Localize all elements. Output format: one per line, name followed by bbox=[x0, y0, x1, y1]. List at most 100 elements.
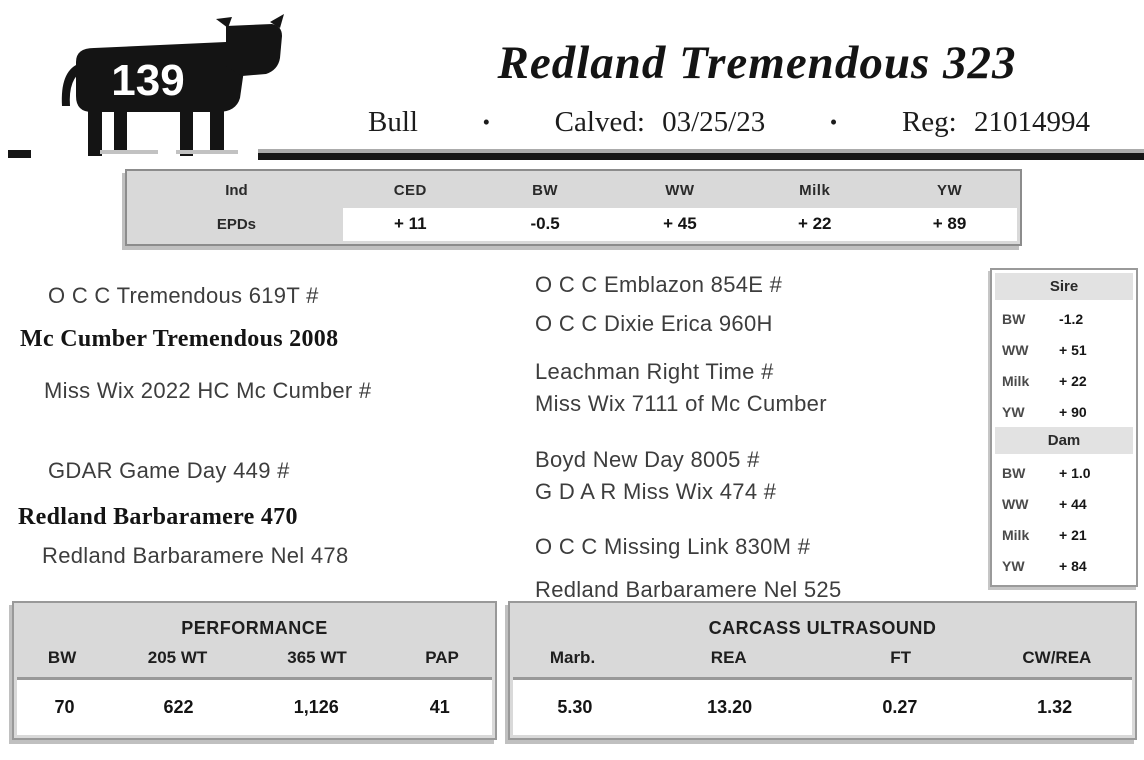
calved-date: 03/25/23 bbox=[662, 106, 766, 138]
bullet-separator: • bbox=[482, 110, 490, 134]
epd-label: WW bbox=[1002, 341, 1029, 358]
pedigree-line: O C C Tremendous 619T # bbox=[48, 283, 319, 308]
bull-horn bbox=[270, 14, 284, 28]
ground-shadow bbox=[176, 150, 238, 154]
epd-col-ww: WW bbox=[665, 182, 695, 200]
epd-label: Milk bbox=[1002, 526, 1030, 543]
pedigree-line: G D A R Miss Wix 474 # bbox=[535, 479, 777, 504]
dam-epd-row: BW + 1.0 bbox=[995, 457, 1133, 488]
col-cwrea: CW/REA bbox=[1022, 648, 1092, 667]
pedigree-line: Miss Wix 7111 of Mc Cumber bbox=[535, 391, 827, 416]
header-rule bbox=[258, 149, 1144, 160]
value-ft: 0.27 bbox=[882, 697, 918, 717]
carcass-values-row: 5.30 13.20 0.27 1.32 bbox=[513, 677, 1132, 735]
performance-header-row: BW 205 WT 365 WT PAP bbox=[14, 639, 495, 677]
animal-subline: Bull • Calved: 03/25/23 • Reg: 21014994 bbox=[368, 106, 1090, 139]
value-marb: 5.30 bbox=[557, 697, 593, 717]
pedigree-line-dam: Redland Barbaramere 470 bbox=[18, 504, 298, 530]
epd-label: WW bbox=[1002, 495, 1029, 512]
value-rea: 13.20 bbox=[707, 697, 753, 717]
epd-col-ind: Ind bbox=[225, 182, 248, 200]
epd-col-yw: YW bbox=[936, 182, 963, 200]
carcass-title: CARCASS ULTRASOUND bbox=[708, 618, 937, 638]
dam-epd-row: WW + 44 bbox=[995, 488, 1133, 519]
bull-silhouette-icon: 139 bbox=[30, 10, 295, 160]
carcass-header-row: Marb. REA FT CW/REA bbox=[510, 639, 1135, 677]
reg-number: 21014994 bbox=[973, 106, 1090, 138]
value-205wt: 622 bbox=[163, 697, 194, 717]
col-bw: BW bbox=[47, 648, 77, 667]
sire-epd-row: Milk + 22 bbox=[995, 365, 1133, 396]
pedigree-line: GDAR Game Day 449 # bbox=[48, 458, 290, 483]
dam-section-header: Dam bbox=[995, 427, 1133, 454]
epd-value: + 1.0 bbox=[1059, 464, 1091, 481]
performance-values-row: 70 622 1,126 41 bbox=[17, 677, 492, 735]
bull-ear bbox=[216, 17, 232, 28]
pedigree-line: Boyd New Day 8005 # bbox=[535, 447, 760, 472]
pedigree-line: O C C Emblazon 854E # bbox=[535, 272, 783, 297]
col-205wt: 205 WT bbox=[147, 648, 208, 667]
col-rea: REA bbox=[710, 648, 747, 667]
bullet-separator: • bbox=[829, 110, 838, 134]
epd-value-bw: -0.5 bbox=[530, 214, 560, 234]
epd-label: YW bbox=[1002, 557, 1025, 574]
sire-epd-row: BW -1.2 bbox=[995, 303, 1133, 334]
left-dash bbox=[8, 150, 31, 158]
calved-label: Calved: bbox=[554, 106, 645, 138]
epd-value: + 21 bbox=[1059, 526, 1087, 543]
sire-epd-row: WW + 51 bbox=[995, 334, 1133, 365]
epd-value: -1.2 bbox=[1059, 310, 1084, 327]
bull-head bbox=[226, 24, 282, 76]
epd-col-milk: Milk bbox=[799, 182, 831, 200]
epd-values-row: EPDs + 11 -0.5 + 45 + 22 + 89 bbox=[130, 207, 1017, 241]
performance-title: PERFORMANCE bbox=[181, 618, 328, 638]
value-pap: 41 bbox=[429, 697, 450, 717]
bull-body bbox=[76, 42, 245, 112]
epd-row-label: EPDs bbox=[130, 207, 343, 241]
col-pap: PAP bbox=[425, 648, 459, 667]
bull-tail bbox=[61, 64, 84, 106]
sire-epd-row: YW + 90 bbox=[995, 396, 1133, 427]
epd-value: + 84 bbox=[1059, 557, 1087, 574]
sire-dam-epd-box: Sire BW -1.2 WW + 51 Milk + 22 YW + 90 D… bbox=[990, 268, 1138, 587]
epd-value-ww: + 45 bbox=[663, 214, 697, 234]
pedigree-line: O C C Dixie Erica 960H bbox=[535, 311, 773, 336]
calved-pair: Calved: 03/25/23 bbox=[555, 106, 766, 139]
epd-header-row: Ind CED BW WW Milk YW bbox=[130, 174, 1017, 208]
reg-label: Reg: bbox=[901, 106, 957, 138]
epd-value: + 51 bbox=[1059, 341, 1087, 358]
epd-value-yw: + 89 bbox=[932, 214, 967, 234]
epd-table: Ind CED BW WW Milk YW EPDs + 11 -0.5 + 4… bbox=[125, 169, 1022, 246]
ground-shadow bbox=[100, 150, 158, 154]
col-marb: Marb. bbox=[549, 648, 596, 667]
epd-label: BW bbox=[1002, 310, 1026, 327]
animal-title: Redland Tremendous 323 bbox=[497, 37, 1017, 89]
lot-number: 139 bbox=[111, 56, 184, 105]
epd-value-ced: + 11 bbox=[393, 214, 427, 234]
pedigree-line: Leachman Right Time # bbox=[535, 359, 774, 384]
epd-value: + 44 bbox=[1059, 495, 1087, 512]
reg-pair: Reg: 21014994 bbox=[902, 106, 1090, 139]
sex-label: Bull bbox=[368, 106, 418, 138]
performance-table: PERFORMANCE BW 205 WT 365 WT PAP 70 622 … bbox=[12, 601, 497, 740]
dam-epd-row: YW + 84 bbox=[995, 550, 1133, 581]
pedigree-line-sire: Mc Cumber Tremendous 2008 bbox=[20, 326, 339, 352]
pedigree-line: Miss Wix 2022 HC Mc Cumber # bbox=[44, 378, 372, 403]
dam-epd-row: Milk + 21 bbox=[995, 519, 1133, 550]
epd-col-ced: CED bbox=[393, 182, 427, 200]
epd-value-milk: + 22 bbox=[797, 214, 832, 234]
col-ft: FT bbox=[890, 648, 912, 667]
value-bw: 70 bbox=[54, 697, 75, 717]
pedigree-line: Redland Barbaramere Nel 478 bbox=[42, 543, 349, 568]
col-365wt: 365 WT bbox=[287, 648, 347, 667]
epd-value: + 90 bbox=[1059, 403, 1087, 420]
pedigree-line: O C C Missing Link 830M # bbox=[535, 534, 811, 559]
carcass-ultrasound-table: CARCASS ULTRASOUND Marb. REA FT CW/REA 5… bbox=[508, 601, 1137, 740]
sire-section-header: Sire bbox=[995, 273, 1133, 300]
value-cwrea: 1.32 bbox=[1037, 697, 1073, 717]
epd-label: YW bbox=[1002, 403, 1025, 420]
pedigree-line: Redland Barbaramere Nel 525 bbox=[535, 577, 842, 602]
epd-label: BW bbox=[1002, 464, 1026, 481]
epd-label: Milk bbox=[1002, 372, 1030, 389]
